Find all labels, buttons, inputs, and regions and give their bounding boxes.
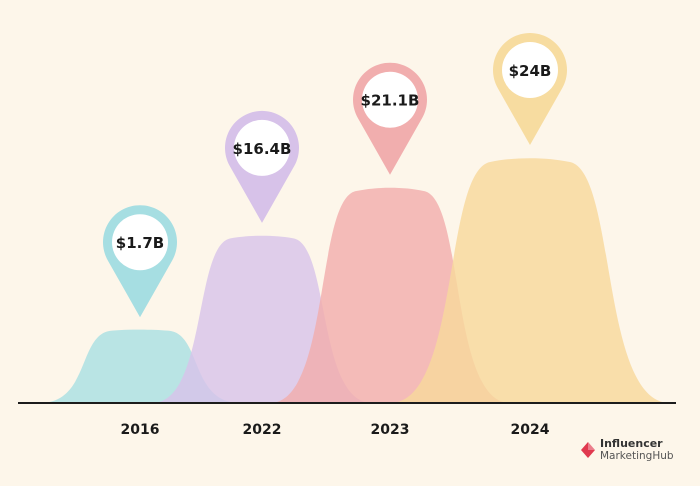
curve-2024 bbox=[390, 158, 670, 403]
tick-label-2023: 2023 bbox=[371, 422, 410, 438]
pins-group: $1.7B $16.4B $21.1B $24B bbox=[103, 32, 568, 318]
tick-label-2024: 2024 bbox=[511, 422, 550, 438]
tick-label-2016: 2016 bbox=[121, 422, 160, 438]
brand-logo: Influencer MarketingHub bbox=[580, 438, 674, 462]
data-label-2022: $16.4B bbox=[233, 140, 292, 158]
brand-name-line1: Influencer bbox=[600, 437, 663, 450]
tick-label-2022: 2022 bbox=[243, 422, 282, 438]
pin-hole-2016 bbox=[112, 214, 168, 271]
pin-hole-2023 bbox=[362, 71, 418, 128]
brand-name-line2: MarketingHub bbox=[600, 450, 674, 462]
diamond-logo-icon bbox=[581, 442, 595, 458]
data-label-2024: $24B bbox=[509, 62, 552, 80]
data-label-2023: $21.1B bbox=[361, 92, 420, 110]
data-label-2016: $1.7B bbox=[116, 234, 164, 252]
pin-hole-2024 bbox=[502, 42, 558, 98]
tick-labels-group: 2016 2022 2023 2024 bbox=[121, 422, 550, 438]
curves-group bbox=[40, 158, 670, 403]
pin-hole-2022 bbox=[234, 119, 290, 176]
